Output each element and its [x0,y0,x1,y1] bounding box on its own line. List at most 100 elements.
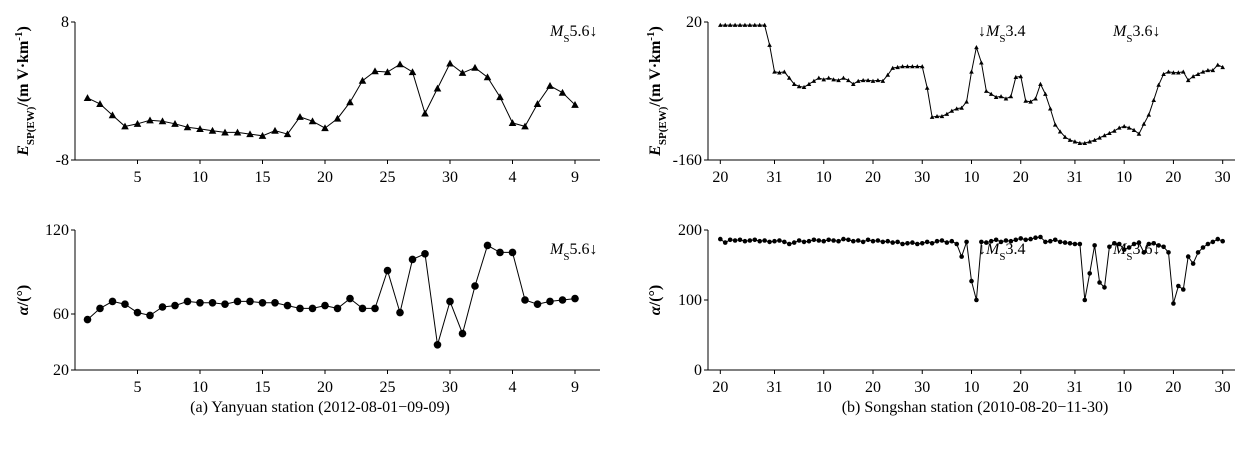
marker [949,108,955,113]
marker [1033,235,1038,240]
marker [895,239,900,245]
marker [806,238,812,244]
y-tick-label: 8 [61,14,69,31]
marker [772,69,777,74]
marker [408,255,417,264]
marker [471,63,479,71]
marker [483,241,492,250]
marker [1131,127,1137,132]
x-tick-label: 10 [1116,169,1132,186]
marker [1112,241,1117,246]
marker [1003,238,1009,243]
marker [1126,245,1132,250]
y-tick-label: 200 [678,222,702,239]
marker [246,130,254,138]
marker [396,308,404,317]
label-part: SP(EW) [657,106,669,145]
marker [1185,77,1191,83]
x-tick-label: 20 [1165,169,1181,186]
marker [1052,122,1058,127]
marker [762,238,767,243]
marker [998,239,1004,245]
y-tick-label: 0 [694,362,702,379]
annotation-part: ↓ [978,241,986,258]
marker [1043,239,1048,245]
marker [1067,241,1073,246]
marker [1087,271,1093,276]
marker [831,77,836,82]
marker [791,240,797,245]
x-tick-label: 5 [134,379,142,396]
marker [949,238,955,244]
marker [1092,137,1097,142]
y-axis-label: α/(°) [15,285,32,315]
marker [1102,285,1107,290]
marker [954,106,960,111]
marker [772,238,777,244]
marker [900,64,905,69]
annotation: MS5.6↓ [549,23,597,45]
marker [983,88,989,93]
marker [308,117,317,125]
marker [471,282,479,290]
marker [846,237,851,243]
marker [396,60,404,68]
marker [1072,139,1078,144]
marker [1176,70,1181,75]
marker [929,114,935,119]
marker [1107,130,1112,136]
marker [1097,280,1102,285]
annotation-part: M [985,23,1001,40]
caption: (a) Yanyuan station (2012-08-01−09-09) [190,399,450,416]
label-part: -1 [645,32,657,41]
marker [283,130,292,138]
marker [757,22,763,27]
x-tick-label: 5 [134,169,142,186]
marker [836,77,841,83]
marker [1156,82,1161,87]
y-tick-label: -160 [673,152,702,169]
x-tick-label: 20 [712,379,728,396]
marker [831,238,836,243]
x-tick-label: 30 [442,379,458,396]
marker [732,22,738,27]
marker [108,297,117,306]
marker [358,304,367,313]
x-tick-label: 9 [571,169,579,186]
marker [796,84,802,89]
marker [233,128,242,136]
marker [1136,131,1142,136]
annotation: ↓MS3.4 [978,241,1025,263]
annotation-part: M [1112,241,1128,258]
marker [1121,123,1127,129]
marker [371,304,379,313]
line [87,244,576,345]
y-tick-label: 20 [53,362,69,379]
marker [722,22,728,27]
line [720,236,1223,304]
marker [1215,62,1221,67]
marker [1185,254,1191,259]
marker [1052,237,1058,243]
marker [910,240,915,245]
marker [383,68,392,76]
annotation-part: M [1112,23,1128,40]
marker [969,69,974,74]
marker [146,311,154,320]
marker [1121,247,1127,252]
label-part: ) [647,26,664,31]
marker [767,239,772,245]
marker [959,254,964,259]
marker [870,238,876,244]
marker [133,308,142,317]
marker [782,69,787,74]
x-tick-label: 10 [192,379,208,396]
marker [737,237,743,243]
y-tick-label: 60 [53,306,69,323]
marker [1195,71,1201,76]
marker [850,81,856,86]
marker [767,42,772,47]
y-axis-label: ESP(EW)/(m V·km-1) [13,26,37,157]
annotation: MS5.6↓ [549,241,597,263]
marker [558,88,567,96]
